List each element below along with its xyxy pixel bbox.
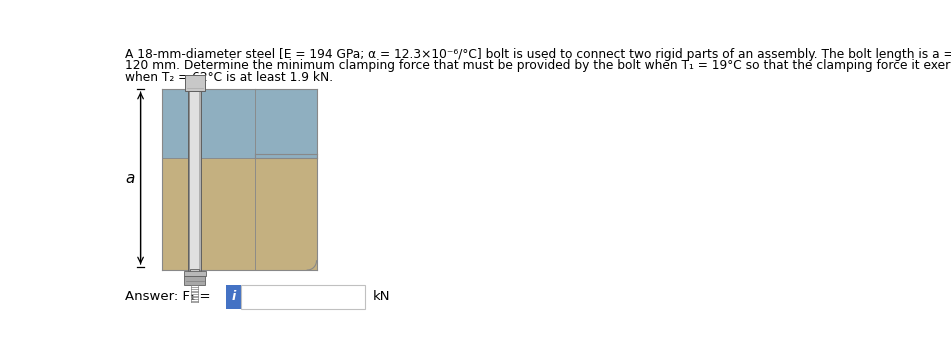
Polygon shape [188,91,190,276]
Text: 120 mm. Determine the minimum clamping force that must be provided by the bolt w: 120 mm. Determine the minimum clamping f… [126,59,951,72]
Polygon shape [162,158,255,270]
Text: i: i [231,291,236,304]
Polygon shape [190,269,200,278]
Text: kN: kN [373,291,391,304]
Polygon shape [184,271,206,276]
Polygon shape [184,276,205,285]
Text: Answer: F₁ =: Answer: F₁ = [126,291,210,304]
Polygon shape [190,91,200,276]
Polygon shape [200,91,202,276]
FancyBboxPatch shape [242,285,365,309]
Text: A 18-mm-diameter steel [E = 194 GPa; α = 12.3×10⁻⁶/°C] bolt is used to connect t: A 18-mm-diameter steel [E = 194 GPa; α =… [126,47,951,60]
Text: when T₂ = 62°C is at least 1.9 kN.: when T₂ = 62°C is at least 1.9 kN. [126,71,333,84]
Polygon shape [255,89,317,158]
Polygon shape [255,154,317,270]
Polygon shape [185,75,204,91]
Polygon shape [162,89,255,158]
FancyBboxPatch shape [225,285,242,309]
Text: a: a [125,171,134,186]
